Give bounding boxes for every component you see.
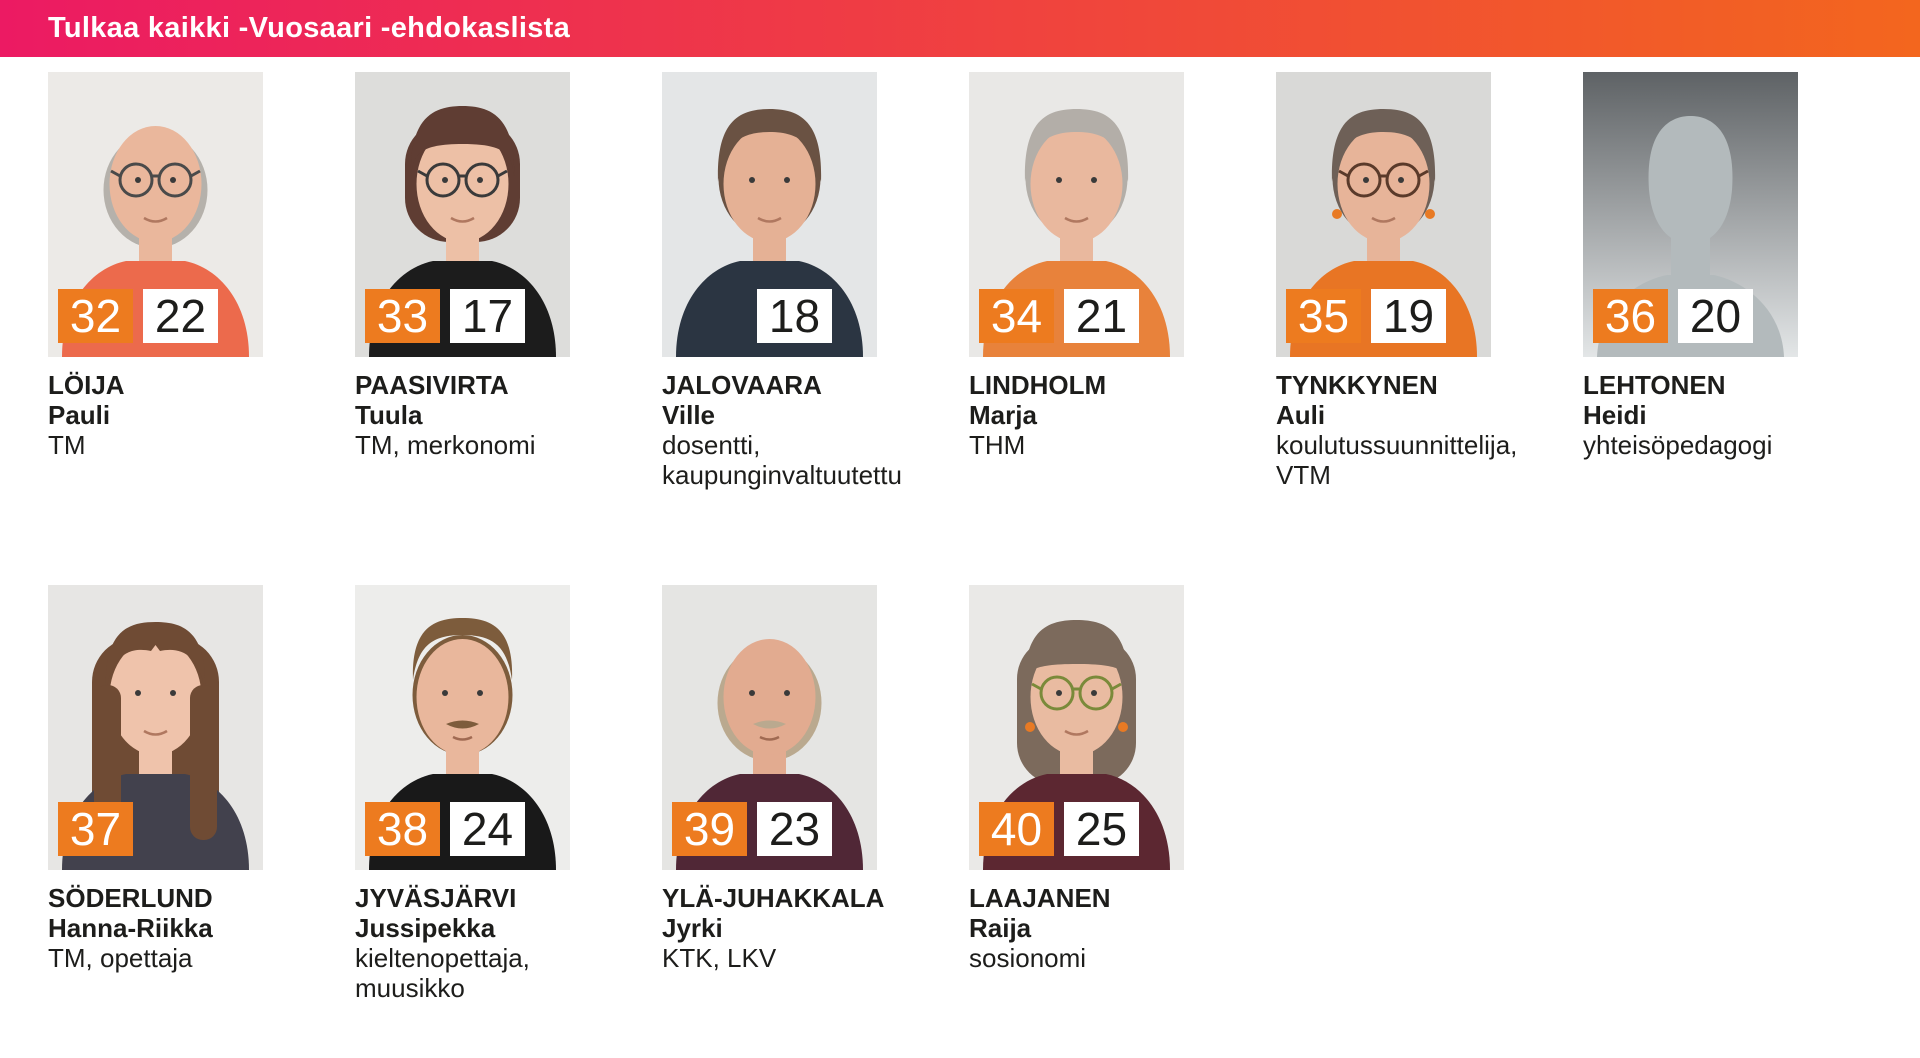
candidate-info: LEHTONEN Heidi yhteisöpedagogi <box>1583 370 1883 460</box>
candidate-number-badge: 34 <box>979 289 1054 343</box>
candidate-description: TM, merkonomi <box>355 430 655 460</box>
candidate-description: THM <box>969 430 1269 460</box>
candidate-description: KTK, LKV <box>662 943 962 973</box>
candidate-voting-number-badge: 17 <box>450 289 525 343</box>
candidate-description-line: KTK, LKV <box>662 943 777 973</box>
candidate-description-line: yhteisöpedagogi <box>1583 430 1773 460</box>
candidate-description-line: TM <box>48 430 86 460</box>
candidate-description-line: kieltenopettaja, <box>355 943 530 973</box>
candidate-card: 38 24 JYVÄSJÄRVI Jussipekka kieltenopett… <box>355 585 662 1003</box>
candidate-first-name: Auli <box>1276 400 1326 430</box>
candidate-photo: 33 17 <box>355 72 570 357</box>
candidate-description: TM <box>48 430 348 460</box>
candidate-surname: YLÄ-JUHAKKALA <box>662 883 885 913</box>
candidate-voting-number-badge: 22 <box>143 289 218 343</box>
candidate-card: 32 22 LÖIJA Pauli TM <box>48 72 355 585</box>
candidate-portrait-illustration <box>48 585 263 870</box>
header: Tulkaa kaikki -Vuosaari -ehdokaslista <box>0 0 1920 57</box>
candidate-description: TM, opettaja <box>48 943 348 973</box>
candidate-description-line: THM <box>969 430 1026 460</box>
candidate-surname: LAAJANEN <box>969 883 1111 913</box>
candidate-description: kieltenopettaja, muusikko <box>355 943 655 1003</box>
candidate-photo: 35 19 <box>1276 72 1491 357</box>
candidate-first-name: Pauli <box>48 400 111 430</box>
candidate-number-badge: 38 <box>365 802 440 856</box>
candidate-voting-number-badge: 24 <box>450 802 525 856</box>
candidate-first-name: Jyrki <box>662 913 723 943</box>
candidate-number-badge: 40 <box>979 802 1054 856</box>
candidate-info: JYVÄSJÄRVI Jussipekka kieltenopettaja, mu… <box>355 883 655 1003</box>
candidate-photo: 18 <box>662 72 877 357</box>
candidate-surname: LEHTONEN <box>1583 370 1726 400</box>
candidate-description-line: TM, opettaja <box>48 943 193 973</box>
candidate-description-line: TM, merkonomi <box>355 430 536 460</box>
candidate-first-name: Hanna-Riikka <box>48 913 213 943</box>
candidate-grid: 32 22 LÖIJA Pauli TM 33 17 PAASIVIRTA T <box>0 57 1920 1003</box>
candidate-info: SÖDERLUND Hanna-Riikka TM, opettaja <box>48 883 348 973</box>
candidate-card: 34 21 LINDHOLM Marja THM <box>969 72 1276 585</box>
candidate-surname: SÖDERLUND <box>48 883 213 913</box>
candidate-first-name: Tuula <box>355 400 423 430</box>
candidate-first-name: Heidi <box>1583 400 1647 430</box>
candidate-first-name: Marja <box>969 400 1037 430</box>
candidate-first-name: Raija <box>969 913 1032 943</box>
candidate-first-name: Ville <box>662 400 716 430</box>
candidate-card: 35 19 TYNKKYNEN Auli koulutussuunnitteli… <box>1276 72 1583 585</box>
candidate-info: LINDHOLM Marja THM <box>969 370 1269 460</box>
candidate-card: 36 20 LEHTONEN Heidi yhteisöpedagogi <box>1583 72 1890 585</box>
candidate-info: JALOVAARA Ville dosentti, kaupunginvaltuu… <box>662 370 962 490</box>
candidate-photo: 34 21 <box>969 72 1184 357</box>
candidate-photo: 32 22 <box>48 72 263 357</box>
candidate-photo: 39 23 <box>662 585 877 870</box>
candidate-voting-number-badge: 25 <box>1064 802 1139 856</box>
candidate-info: LÖIJA Pauli TM <box>48 370 348 460</box>
candidate-voting-number-badge: 23 <box>757 802 832 856</box>
candidate-description: dosentti, kaupunginvaltuutettu <box>662 430 962 490</box>
candidate-row-1: 32 22 LÖIJA Pauli TM 33 17 PAASIVIRTA T <box>48 72 1920 585</box>
candidate-voting-number-badge: 21 <box>1064 289 1139 343</box>
candidate-info: TYNKKYNEN Auli koulutussuunnittelija, VTM <box>1276 370 1576 490</box>
candidate-number-badge: 37 <box>58 802 133 856</box>
candidate-voting-number-badge: 20 <box>1678 289 1753 343</box>
candidate-portrait-illustration <box>1583 72 1798 357</box>
candidate-info: PAASIVIRTA Tuula TM, merkonomi <box>355 370 655 460</box>
candidate-card: 18 JALOVAARA Ville dosentti, kaupunginval… <box>662 72 969 585</box>
candidate-voting-number-badge: 19 <box>1371 289 1446 343</box>
candidate-description-line: muusikko <box>355 973 465 1003</box>
candidate-voting-number-badge: 18 <box>757 289 832 343</box>
candidate-number-badge: 35 <box>1286 289 1361 343</box>
candidate-description-line: VTM <box>1276 460 1331 490</box>
candidate-description-line: sosionomi <box>969 943 1087 973</box>
candidate-description: sosionomi <box>969 943 1269 973</box>
candidate-number-badge: 33 <box>365 289 440 343</box>
candidate-description-line: kaupunginvaltuutettu <box>662 460 902 490</box>
candidate-first-name: Jussipekka <box>355 913 496 943</box>
candidate-description: koulutussuunnittelija, VTM <box>1276 430 1576 490</box>
candidate-info: YLÄ-JUHAKKALA Jyrki KTK, LKV <box>662 883 962 973</box>
candidate-description: yhteisöpedagogi <box>1583 430 1883 460</box>
candidate-number-badge: 39 <box>672 802 747 856</box>
candidate-row-2: 37 SÖDERLUND Hanna-Riikka TM, opettaja 3… <box>48 585 1920 1003</box>
candidate-surname: TYNKKYNEN <box>1276 370 1438 400</box>
candidate-photo: 40 25 <box>969 585 1184 870</box>
candidate-surname: PAASIVIRTA <box>355 370 509 400</box>
candidate-surname: LÖIJA <box>48 370 125 400</box>
candidate-photo: 37 <box>48 585 263 870</box>
candidate-card: 37 SÖDERLUND Hanna-Riikka TM, opettaja <box>48 585 355 1003</box>
candidate-card: 39 23 YLÄ-JUHAKKALA Jyrki KTK, LKV <box>662 585 969 1003</box>
candidate-photo: 38 24 <box>355 585 570 870</box>
candidate-info: LAAJANEN Raija sosionomi <box>969 883 1269 973</box>
candidate-surname: JYVÄSJÄRVI <box>355 883 517 913</box>
candidate-description-line: dosentti, <box>662 430 761 460</box>
candidate-description-line: koulutussuunnittelija, <box>1276 430 1518 460</box>
candidate-surname: LINDHOLM <box>969 370 1107 400</box>
candidate-number-badge: 32 <box>58 289 133 343</box>
candidate-photo: 36 20 <box>1583 72 1798 357</box>
candidate-card: 40 25 LAAJANEN Raija sosionomi <box>969 585 1276 1003</box>
page-title: Tulkaa kaikki -Vuosaari -ehdokaslista <box>48 12 571 44</box>
candidate-card: 33 17 PAASIVIRTA Tuula TM, merkonomi <box>355 72 662 585</box>
candidate-surname: JALOVAARA <box>662 370 822 400</box>
candidate-number-badge: 36 <box>1593 289 1668 343</box>
